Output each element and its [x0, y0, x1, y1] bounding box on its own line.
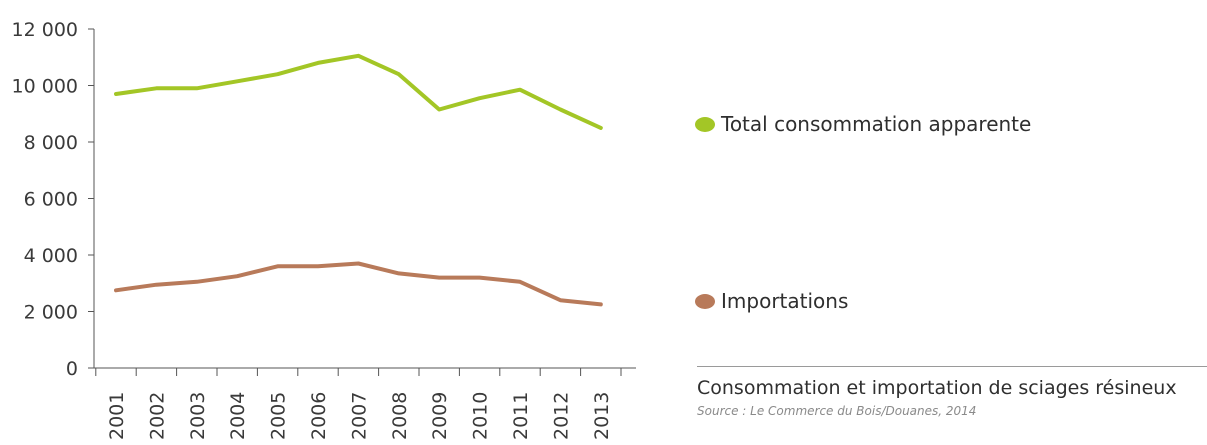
caption-title: Consommation et importation de sciages r… [697, 377, 1177, 399]
y-tick-label: 8 000 [24, 132, 78, 154]
legend-label-imports: Importations [721, 289, 849, 313]
legend-item-total: Total consommation apparente [695, 112, 1031, 136]
x-tick-label: 2003 [187, 392, 209, 440]
y-axis-ticks: 0 2 000 4 000 6 000 8 000 10 000 12 000 [12, 19, 94, 380]
x-tick-label: 2007 [348, 392, 370, 440]
chart-series [114, 53, 603, 307]
legend-item-imports: Importations [695, 289, 848, 313]
legend-swatch-total [695, 116, 715, 132]
y-tick-label: 0 [66, 358, 78, 380]
x-tick-label: 2008 [389, 392, 411, 440]
x-tick-label: 2010 [470, 392, 492, 440]
chart-axes [93, 29, 636, 369]
x-tick-label: 2012 [550, 392, 572, 440]
x-axis-ticks: 2001 2002 2003 2004 2005 2006 2007 2008 2009 2010… [95, 368, 622, 440]
caption-source: Source : Le Commerce du Bois/Douanes, 20… [697, 404, 977, 418]
x-tick-label: 2009 [429, 392, 451, 440]
x-tick-label: 2013 [591, 392, 613, 440]
series-line-total [114, 53, 603, 130]
x-tick-label: 2005 [268, 392, 290, 440]
y-tick-label: 4 000 [24, 245, 78, 267]
x-tick-label: 2002 [146, 392, 168, 440]
y-tick-label: 6 000 [24, 189, 78, 211]
x-tick-label: 2006 [308, 392, 330, 440]
legend-swatch-imports [695, 293, 715, 309]
y-tick-label: 10 000 [12, 76, 78, 98]
y-tick-label: 2 000 [24, 302, 78, 324]
x-tick-label: 2001 [106, 392, 128, 440]
legend-label-total: Total consommation apparente [721, 112, 1032, 136]
x-tick-label: 2004 [227, 392, 249, 440]
y-tick-label: 12 000 [12, 19, 78, 41]
x-tick-label: 2011 [510, 392, 532, 440]
series-line-imports [114, 261, 603, 307]
caption-divider [697, 366, 1207, 367]
